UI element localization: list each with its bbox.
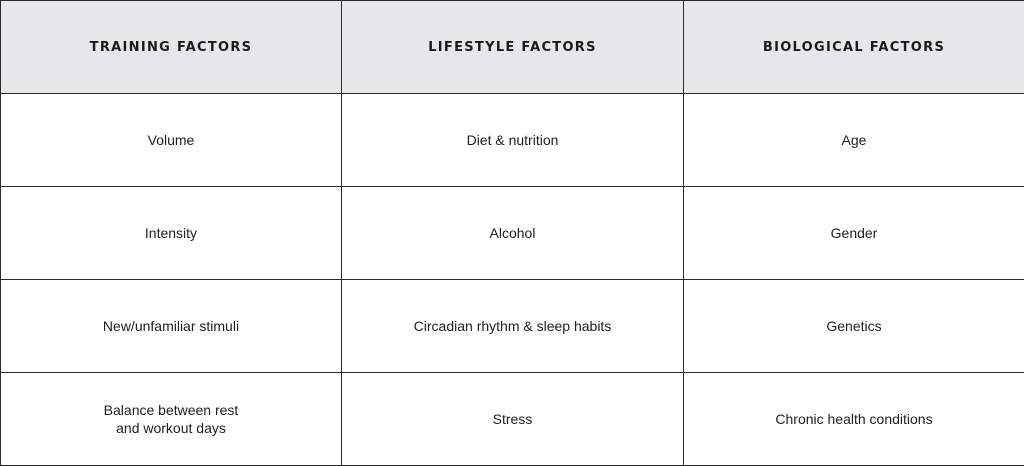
table-cell: Stress: [342, 373, 684, 466]
header-biological-factors: BIOLOGICAL FACTORS: [684, 1, 1024, 94]
table-row: Balance between rest and workout days St…: [1, 373, 1024, 466]
header-lifestyle-factors: LIFESTYLE FACTORS: [342, 1, 684, 94]
table-cell: Diet & nutrition: [342, 94, 684, 187]
table-cell: Circadian rhythm & sleep habits: [342, 280, 684, 373]
table-cell: Age: [684, 94, 1024, 187]
table-cell: Alcohol: [342, 187, 684, 280]
header-row: TRAINING FACTORS LIFESTYLE FACTORS BIOLO…: [1, 1, 1024, 94]
table-cell: New/unfamiliar stimuli: [1, 280, 342, 373]
table-cell: Intensity: [1, 187, 342, 280]
table-row: Volume Diet & nutrition Age: [1, 94, 1024, 187]
table-cell: Chronic health conditions: [684, 373, 1024, 466]
table-row: New/unfamiliar stimuli Circadian rhythm …: [1, 280, 1024, 373]
table-row: Intensity Alcohol Gender: [1, 187, 1024, 280]
header-training-factors: TRAINING FACTORS: [1, 1, 342, 94]
table-cell: Balance between rest and workout days: [1, 373, 342, 466]
table-cell: Genetics: [684, 280, 1024, 373]
table-cell: Gender: [684, 187, 1024, 280]
table-cell: Volume: [1, 94, 342, 187]
